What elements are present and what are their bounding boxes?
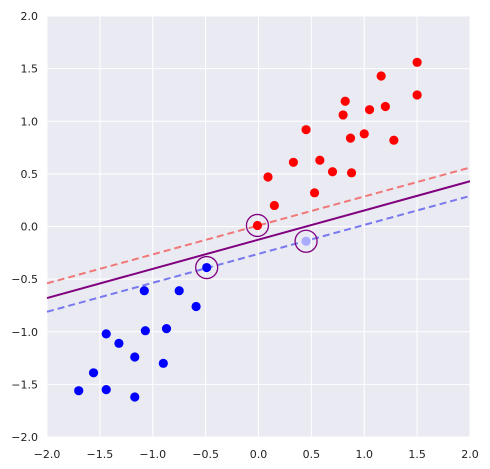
scatter-point <box>380 101 390 112</box>
scatter-point <box>139 286 149 296</box>
scatter-point <box>88 368 99 378</box>
scatter-point <box>101 385 111 395</box>
scatter-point <box>340 96 350 106</box>
scatter-point <box>252 220 263 231</box>
scatter-point <box>301 125 311 135</box>
x-tick-label: 0.0 <box>250 448 268 461</box>
scatter-point <box>140 326 150 336</box>
scatter-point <box>315 155 325 165</box>
y-tick-label: 0.5 <box>21 168 39 181</box>
support-vector-rings <box>195 213 318 280</box>
scatter-point <box>114 338 124 348</box>
scatter-point <box>263 172 273 182</box>
decision-boundary-line <box>46 180 471 300</box>
y-tick-label: −1.0 <box>11 326 38 339</box>
scatter-point <box>359 129 369 139</box>
y-axis-ticks: −2.0 −1.5 −1.0 −0.5 0.0 0.5 1.0 1.5 2.0 <box>11 10 38 444</box>
x-tick-label: −0.5 <box>192 448 219 461</box>
x-tick-label: 2.0 <box>461 448 479 461</box>
boundary-lines <box>46 166 471 313</box>
y-tick-label: 2.0 <box>21 10 39 23</box>
scatter-point <box>269 200 279 211</box>
x-tick-label: −1.0 <box>139 448 166 461</box>
scatter-point <box>412 57 422 67</box>
y-tick-label: 1.0 <box>21 115 39 128</box>
x-tick-label: 1.5 <box>408 448 426 461</box>
scatter-point <box>345 133 356 143</box>
scatter-point <box>389 135 399 145</box>
x-tick-label: 0.5 <box>303 448 321 461</box>
y-tick-label: 0.0 <box>21 221 39 234</box>
scatter-point <box>338 110 348 120</box>
support-vector-ring <box>195 255 219 280</box>
scatter-point <box>74 386 84 396</box>
scatter-point <box>130 392 140 402</box>
scatter-point <box>158 358 168 368</box>
data-points <box>74 57 422 402</box>
support-vector-ring <box>245 213 270 238</box>
margin-lower-line <box>46 195 471 313</box>
scatter-point <box>412 90 422 100</box>
scatter-point <box>101 329 111 339</box>
scatter-point <box>301 236 311 246</box>
x-tick-label: −2.0 <box>34 448 61 461</box>
scatter-point <box>346 168 357 178</box>
x-tick-label: 1.0 <box>356 448 374 461</box>
x-axis-ticks: −2.0 −1.5 −1.0 −0.5 0.0 0.5 1.0 1.5 2.0 <box>34 448 479 461</box>
scatter-point <box>376 71 386 81</box>
y-tick-label: 1.5 <box>21 63 39 76</box>
scatter-point <box>327 167 338 177</box>
x-tick-label: −1.5 <box>87 448 114 461</box>
scatter-point <box>191 301 201 312</box>
y-tick-label: −1.5 <box>11 378 38 391</box>
scatter-point <box>130 352 140 362</box>
scatter-point <box>161 323 172 334</box>
scatter-point <box>174 286 184 296</box>
y-tick-label: −0.5 <box>11 273 38 286</box>
scatter-point <box>364 105 375 115</box>
y-tick-label: −2.0 <box>11 431 38 444</box>
scatter-point <box>202 262 212 273</box>
scatter-point <box>288 157 298 167</box>
margin-upper-line <box>46 166 471 285</box>
scatter-point <box>309 188 320 198</box>
support-vector-ring <box>294 229 318 253</box>
